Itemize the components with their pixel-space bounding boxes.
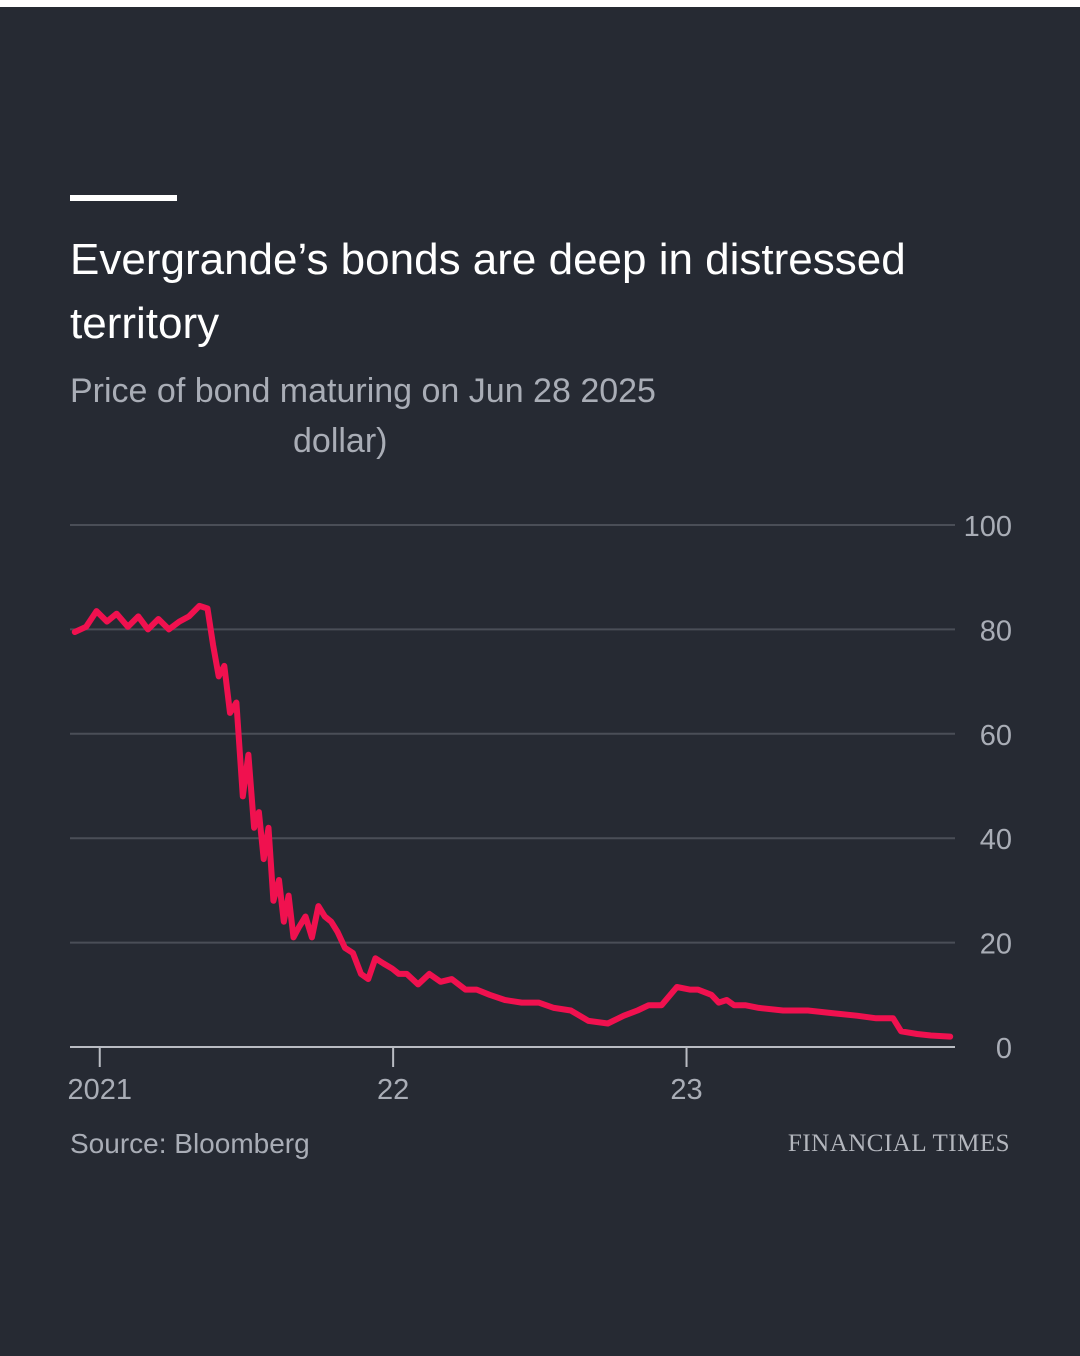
y-axis-tick-labels: 0 20 40 60 80 100 xyxy=(964,511,1012,1065)
y-tick-label-0: 0 xyxy=(996,1033,1012,1065)
x-axis: 2021 22 23 xyxy=(67,1046,955,1106)
brand-logo: FINANCIAL TIMES xyxy=(787,1130,1010,1157)
series-line-0 xyxy=(71,602,954,1040)
chart-title: Evergrande’s bonds are deep in distresse… xyxy=(70,235,906,348)
gridlines xyxy=(70,524,955,944)
y-tick-label-60: 60 xyxy=(980,720,1012,752)
accent-rule xyxy=(70,195,177,201)
x-tick-label-23: 23 xyxy=(670,1074,702,1106)
y-tick-label-20: 20 xyxy=(980,929,1012,961)
series-layer xyxy=(71,602,954,1040)
x-tick-label-2021: 2021 xyxy=(67,1074,132,1106)
x-tick-label-22: 22 xyxy=(377,1074,409,1106)
y-tick-label-80: 80 xyxy=(980,615,1012,647)
y-tick-label-40: 40 xyxy=(980,824,1012,856)
subtitle-line-2: dollar) xyxy=(293,422,388,460)
y-tick-label-100: 100 xyxy=(964,511,1012,543)
source-note: Source: Bloomberg xyxy=(70,1128,310,1159)
subtitle-line-1: Price of bond maturing on Jun 28 2025 xyxy=(70,372,656,410)
chart-subtitle: Price of bond maturing on Jun 28 2025 do… xyxy=(70,366,970,466)
chart-card xyxy=(0,7,1080,1356)
